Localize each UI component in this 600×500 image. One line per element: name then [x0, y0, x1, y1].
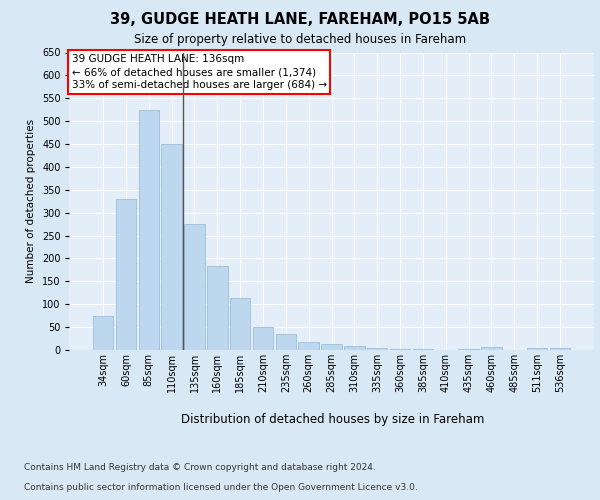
Bar	[116, 199, 136, 350]
Bar	[93, 316, 113, 350]
Bar	[390, 348, 410, 350]
Text: Contains HM Land Registry data © Crown copyright and database right 2024.: Contains HM Land Registry data © Crown c…	[24, 462, 376, 471]
Bar	[298, 342, 319, 350]
Bar	[139, 110, 159, 350]
Text: 39, GUDGE HEATH LANE, FAREHAM, PO15 5AB: 39, GUDGE HEATH LANE, FAREHAM, PO15 5AB	[110, 12, 490, 28]
Bar	[207, 266, 227, 350]
Bar	[550, 348, 570, 350]
Bar	[321, 344, 342, 350]
Bar	[481, 347, 502, 350]
Bar	[253, 327, 273, 350]
Text: Contains public sector information licensed under the Open Government Licence v3: Contains public sector information licen…	[24, 482, 418, 492]
Text: Distribution of detached houses by size in Fareham: Distribution of detached houses by size …	[181, 412, 485, 426]
Bar	[184, 224, 205, 350]
Bar	[344, 346, 365, 350]
Bar	[275, 334, 296, 350]
Text: Size of property relative to detached houses in Fareham: Size of property relative to detached ho…	[134, 32, 466, 46]
Y-axis label: Number of detached properties: Number of detached properties	[26, 119, 37, 284]
Bar	[367, 348, 388, 350]
Bar	[527, 348, 547, 350]
Bar	[458, 348, 479, 350]
Bar	[230, 298, 250, 350]
Bar	[161, 144, 182, 350]
Bar	[413, 348, 433, 350]
Text: 39 GUDGE HEATH LANE: 136sqm
← 66% of detached houses are smaller (1,374)
33% of : 39 GUDGE HEATH LANE: 136sqm ← 66% of det…	[71, 54, 327, 90]
